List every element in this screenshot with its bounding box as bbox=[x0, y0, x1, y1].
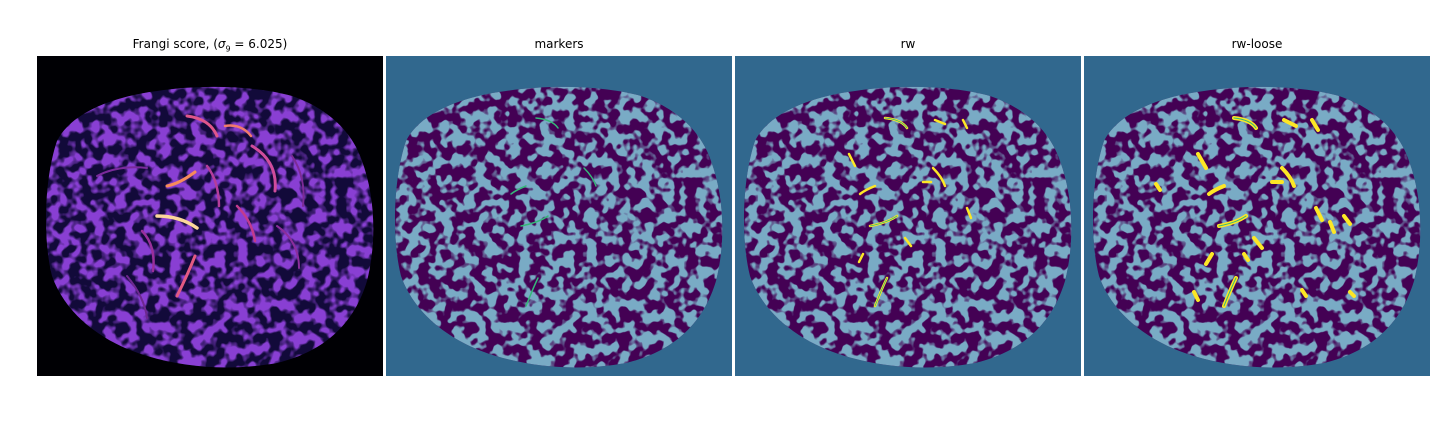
panel-title-frangi: Frangi score, (σ9 = 6.025) bbox=[132, 37, 288, 54]
rw-loose-image bbox=[1084, 56, 1430, 376]
rw-image bbox=[735, 56, 1081, 376]
panel-title-markers: markers bbox=[534, 37, 584, 51]
frangi-score-image bbox=[37, 56, 383, 376]
markers-image bbox=[386, 56, 732, 376]
panel-title-rw-loose: rw-loose bbox=[1231, 37, 1283, 51]
panel-title-rw: rw bbox=[900, 37, 916, 51]
